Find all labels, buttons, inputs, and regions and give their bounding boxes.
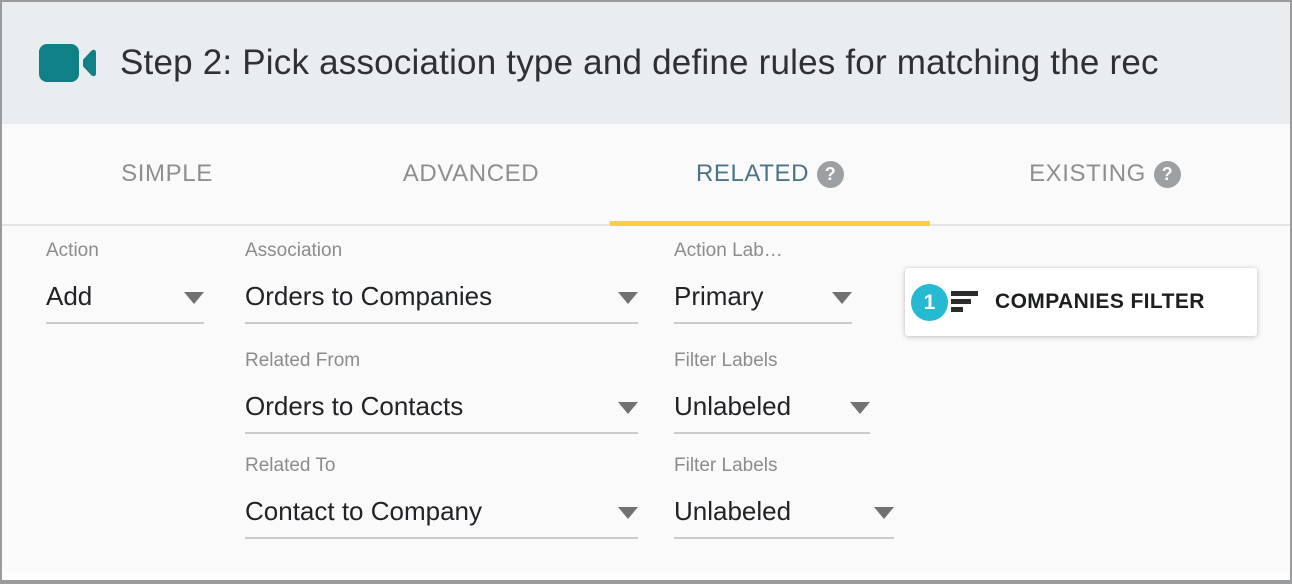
- tab-existing-label: EXISTING: [1029, 160, 1146, 187]
- action-select-value: Add: [46, 281, 93, 311]
- action-label-select-value: Primary: [674, 281, 764, 311]
- field-filter-labels-top: Filter Labels Unlabeled: [674, 350, 870, 434]
- filter-labels-bottom-select-value: Unlabeled: [674, 496, 792, 526]
- tab-simple-label: SIMPLE: [121, 160, 213, 187]
- dropdown-arrow-icon: [618, 402, 638, 414]
- filter-labels-top-select-value: Unlabeled: [674, 391, 792, 421]
- tab-bar: SIMPLE ADVANCED RELATED ? EXISTING ?: [2, 124, 1290, 226]
- related-from-select-value: Orders to Contacts: [245, 391, 464, 421]
- companies-filter-label: COMPANIES FILTER: [995, 290, 1205, 313]
- field-label: Association: [245, 240, 343, 261]
- dropdown-arrow-icon: [618, 292, 638, 304]
- filter-labels-top-select[interactable]: Unlabeled: [674, 390, 870, 434]
- field-label: Action: [46, 240, 99, 261]
- dropdown-arrow-icon: [850, 402, 870, 414]
- companies-filter-button[interactable]: 1 COMPANIES FILTER: [905, 268, 1257, 336]
- tab-advanced[interactable]: ADVANCED: [332, 124, 610, 224]
- field-action: Action Add: [46, 240, 204, 324]
- association-select-value: Orders to Companies: [245, 281, 493, 311]
- filter-labels-bottom-select[interactable]: Unlabeled: [674, 495, 894, 539]
- field-related-from: Related From Orders to Contacts: [245, 350, 638, 434]
- tab-existing[interactable]: EXISTING ?: [930, 124, 1280, 224]
- dropdown-arrow-icon: [184, 292, 204, 304]
- tab-related-label: RELATED: [695, 160, 810, 187]
- field-label: Filter Labels: [674, 350, 778, 371]
- field-label: Related To: [245, 455, 336, 476]
- tab-advanced-label: ADVANCED: [402, 160, 540, 187]
- field-label: Filter Labels: [674, 455, 778, 476]
- bottom-edge-strip: [2, 572, 1290, 580]
- related-from-select[interactable]: Orders to Contacts: [245, 390, 638, 434]
- rules-form: Action Add Association Orders to Compani…: [2, 226, 1290, 580]
- related-to-select[interactable]: Contact to Company: [245, 495, 638, 539]
- tab-simple[interactable]: SIMPLE: [2, 124, 332, 224]
- help-icon[interactable]: ?: [1153, 160, 1181, 188]
- dropdown-arrow-icon: [874, 507, 894, 519]
- tab-related[interactable]: RELATED ?: [610, 124, 930, 226]
- field-filter-labels-bottom: Filter Labels Unlabeled: [674, 455, 894, 539]
- field-label: Action Lab…: [674, 240, 783, 261]
- action-label-select[interactable]: Primary: [674, 280, 852, 324]
- step-header: Step 2: Pick association type and define…: [2, 2, 1290, 124]
- field-association: Association Orders to Companies: [245, 240, 638, 324]
- field-action-label: Action Lab… Primary: [674, 240, 852, 324]
- step-number-badge: 1: [911, 283, 948, 321]
- field-label: Related From: [245, 350, 361, 371]
- help-icon[interactable]: ?: [817, 160, 845, 188]
- dropdown-arrow-icon: [618, 507, 638, 519]
- association-select[interactable]: Orders to Companies: [245, 280, 638, 324]
- dropdown-arrow-icon: [832, 292, 852, 304]
- action-select[interactable]: Add: [46, 280, 204, 324]
- filter-bars-icon: [951, 291, 978, 312]
- field-related-to: Related To Contact to Company: [245, 455, 638, 539]
- related-to-select-value: Contact to Company: [245, 496, 483, 526]
- video-camera-icon[interactable]: [38, 43, 96, 83]
- page-title: Step 2: Pick association type and define…: [120, 43, 1159, 82]
